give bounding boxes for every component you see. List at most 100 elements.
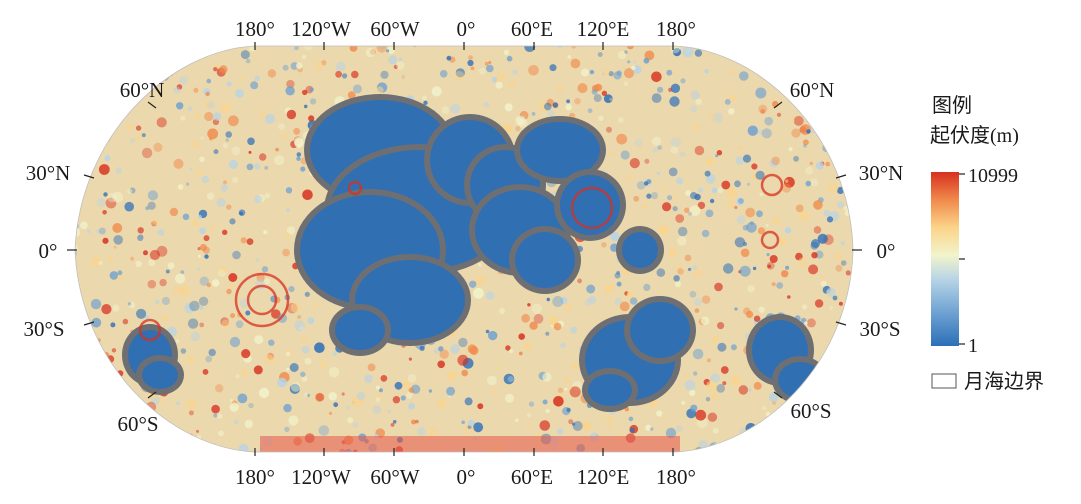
relief-speckle (136, 308, 147, 319)
relief-speckle (631, 65, 636, 71)
relief-speckle (386, 49, 390, 53)
relief-speckle (515, 418, 519, 422)
relief-speckle (598, 115, 604, 122)
relief-speckle (697, 201, 706, 210)
relief-speckle (747, 182, 750, 186)
relief-speckle (179, 75, 189, 85)
relief-speckle (225, 138, 229, 142)
globe-outline (74, 45, 854, 453)
relief-speckle (632, 59, 637, 64)
relief-speckle (192, 140, 201, 149)
relief-speckle (491, 76, 498, 83)
relief-speckle (328, 411, 333, 415)
relief-speckle (173, 46, 177, 48)
relief-speckle (779, 237, 787, 246)
relief-speckle (766, 261, 775, 270)
relief-speckle (712, 46, 717, 51)
relief-speckle (229, 218, 236, 225)
relief-speckle (721, 180, 731, 190)
relief-speckle (285, 187, 293, 194)
relief-speckle (467, 59, 474, 67)
relief-speckle (795, 252, 803, 261)
relief-speckle (156, 117, 167, 128)
relief-speckle (593, 94, 602, 103)
relief-speckle (568, 419, 574, 425)
relief-speckle (102, 401, 109, 409)
relief-speckle (89, 46, 100, 51)
relief-speckle (91, 412, 100, 421)
relief-speckle (375, 397, 381, 403)
relief-speckle (92, 139, 96, 144)
relief-speckle (221, 319, 231, 328)
relief-speckle (217, 413, 223, 419)
relief-speckle (748, 388, 752, 392)
relief-speckle (75, 50, 85, 60)
relief-speckle (296, 62, 303, 70)
relief-speckle (204, 254, 209, 259)
lat-label-left-60s: 60°S (117, 412, 158, 436)
relief-speckle (673, 193, 678, 198)
relief-speckle (419, 345, 425, 351)
relief-speckle (240, 369, 248, 377)
relief-speckle (217, 195, 221, 199)
relief-speckle (570, 326, 578, 334)
relief-speckle (284, 426, 290, 433)
relief-speckle (672, 70, 676, 74)
relief-speckle (177, 46, 185, 50)
legend-min-label: 1 (968, 335, 978, 357)
relief-speckle (286, 226, 296, 235)
relief-speckle (626, 46, 635, 50)
relief-speckle (512, 69, 518, 75)
relief-speckle (199, 243, 208, 252)
relief-speckle (828, 143, 833, 148)
relief-speckle (784, 227, 792, 234)
relief-speckle (199, 156, 205, 163)
relief-speckle (301, 376, 308, 382)
relief-speckle (461, 369, 469, 377)
relief-speckle (806, 129, 811, 134)
relief-speckle (560, 342, 566, 348)
relief-speckle (623, 81, 629, 86)
relief-speckle (237, 393, 248, 404)
relief-speckle (349, 46, 358, 52)
relief-speckle (314, 342, 325, 354)
relief-speckle (597, 52, 603, 57)
relief-speckle (296, 316, 300, 321)
relief-speckle (144, 315, 150, 320)
relief-speckle (690, 192, 698, 200)
relief-speckle (643, 283, 651, 291)
relief-speckle (341, 392, 345, 396)
relief-speckle (594, 83, 603, 92)
relief-speckle (794, 49, 800, 55)
relief-speckle (722, 381, 727, 386)
relief-speckle (779, 429, 786, 436)
lat-label-right-60s: 60°S (790, 399, 831, 423)
relief-speckle (803, 46, 815, 54)
relief-speckle (608, 71, 614, 77)
relief-speckle (99, 82, 109, 92)
relief-speckle (302, 189, 313, 201)
relief-speckle (730, 344, 737, 351)
relief-speckle (840, 72, 847, 79)
relief-speckle (673, 275, 680, 282)
relief-speckle (657, 145, 662, 151)
relief-speckle (453, 370, 459, 376)
relief-speckle (105, 418, 116, 429)
relief-speckle (734, 237, 746, 248)
relief-speckle (650, 192, 659, 200)
relief-speckle (785, 265, 790, 270)
relief-speckle (115, 167, 122, 174)
relief-speckle (294, 46, 299, 51)
relief-speckle (90, 68, 101, 78)
relief-speckle (837, 350, 848, 361)
relief-speckle (700, 316, 710, 326)
relief-speckle (304, 357, 312, 365)
relief-speckle (226, 204, 232, 210)
relief-speckle (267, 69, 277, 78)
relief-speckle (133, 133, 142, 143)
relief-speckle (484, 61, 489, 66)
relief-speckle (705, 174, 716, 184)
relief-speckle (695, 98, 702, 106)
relief-speckle (842, 103, 852, 113)
relief-speckle (458, 337, 468, 348)
